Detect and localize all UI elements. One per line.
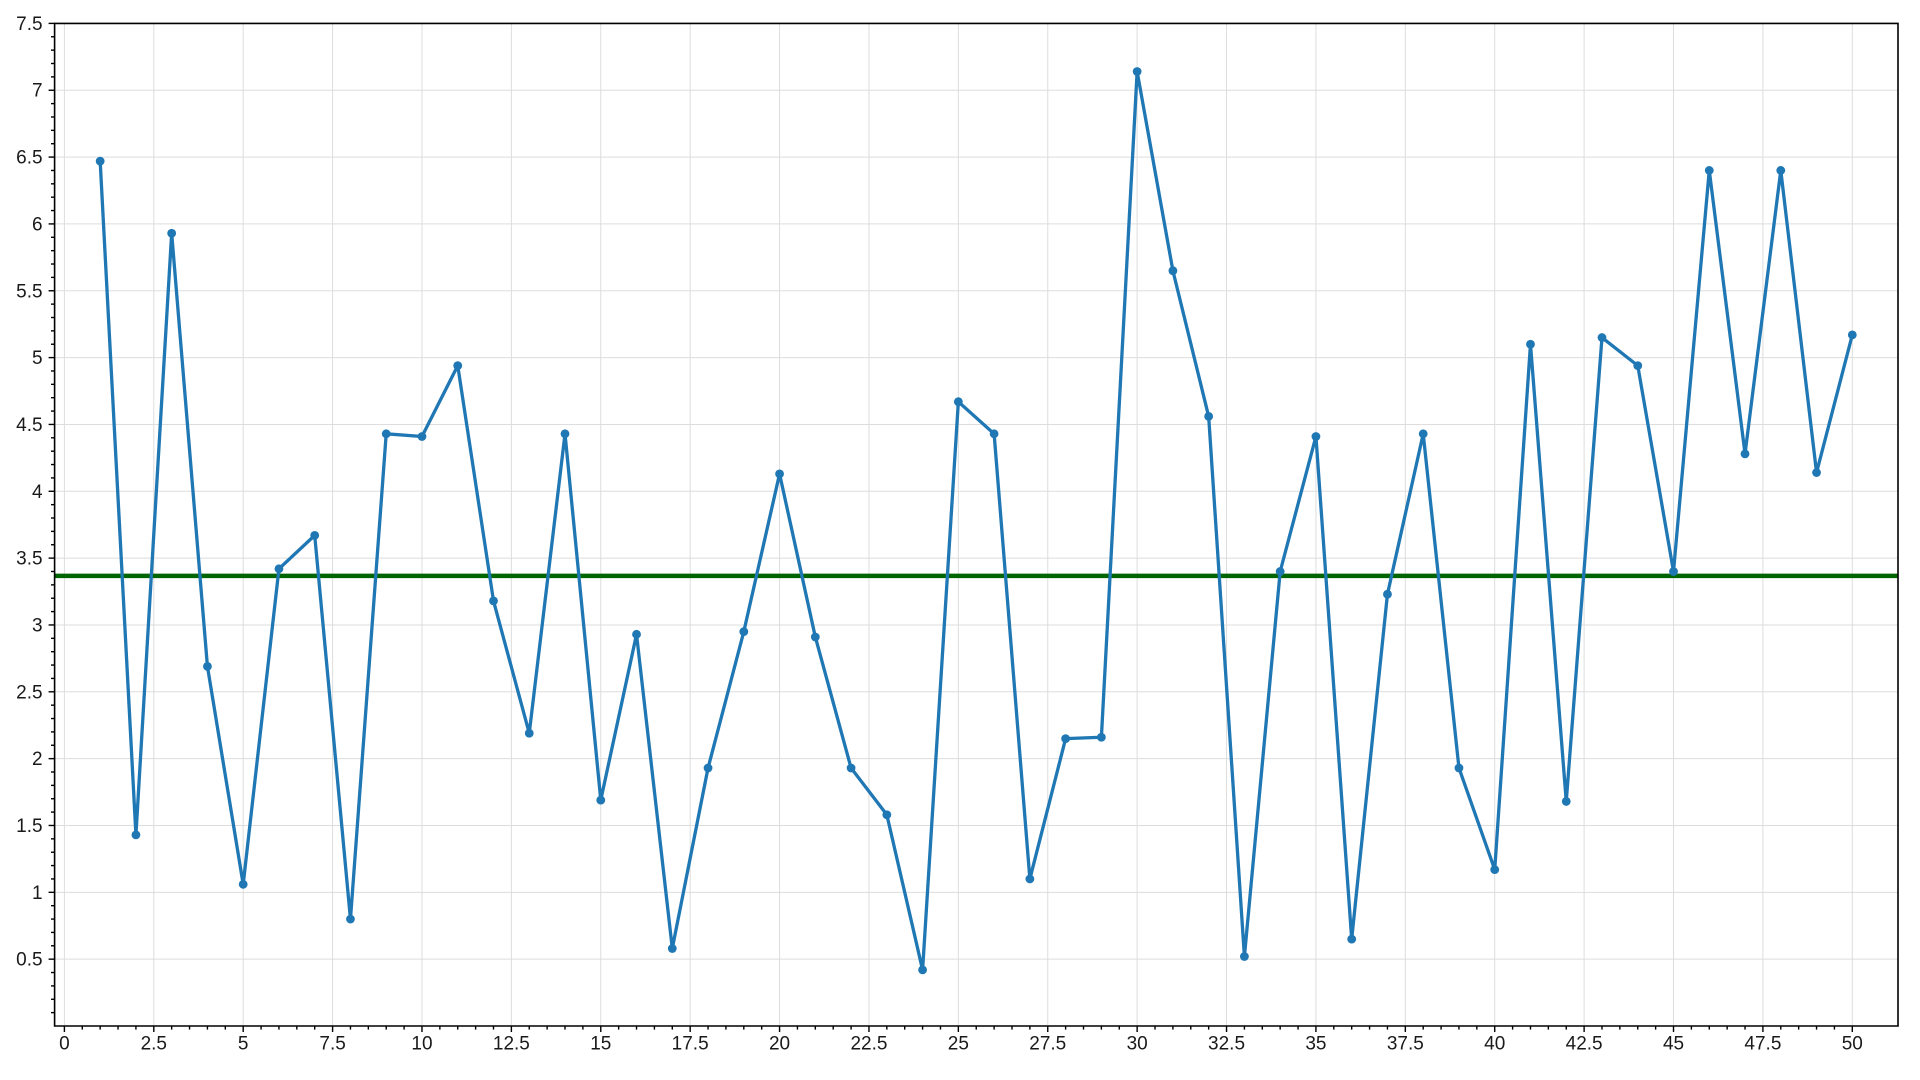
- svg-text:5: 5: [238, 1033, 249, 1054]
- svg-text:5: 5: [32, 348, 43, 369]
- svg-text:45: 45: [1663, 1033, 1684, 1054]
- svg-text:0.5: 0.5: [16, 950, 42, 971]
- svg-text:5.5: 5.5: [16, 281, 42, 302]
- svg-text:2.5: 2.5: [16, 682, 42, 703]
- svg-text:40: 40: [1484, 1033, 1505, 1054]
- svg-text:4: 4: [32, 482, 43, 503]
- svg-text:4.5: 4.5: [16, 415, 42, 436]
- svg-text:12.5: 12.5: [493, 1033, 530, 1054]
- svg-text:22.5: 22.5: [850, 1033, 887, 1054]
- svg-text:2.5: 2.5: [141, 1033, 167, 1054]
- svg-text:1.5: 1.5: [16, 816, 42, 837]
- svg-text:0: 0: [59, 1033, 70, 1054]
- svg-text:50: 50: [1842, 1033, 1863, 1054]
- svg-text:32.5: 32.5: [1208, 1033, 1245, 1054]
- svg-text:6.5: 6.5: [16, 148, 42, 169]
- svg-text:42.5: 42.5: [1566, 1033, 1603, 1054]
- svg-text:1: 1: [32, 883, 43, 904]
- svg-text:6: 6: [32, 214, 43, 235]
- svg-text:7.5: 7.5: [319, 1033, 345, 1054]
- svg-text:35: 35: [1305, 1033, 1326, 1054]
- svg-text:30: 30: [1127, 1033, 1148, 1054]
- svg-text:7.5: 7.5: [16, 14, 42, 35]
- svg-text:15: 15: [590, 1033, 611, 1054]
- svg-text:3: 3: [32, 615, 43, 636]
- svg-text:27.5: 27.5: [1029, 1033, 1066, 1054]
- svg-text:10: 10: [411, 1033, 432, 1054]
- svg-text:7: 7: [32, 81, 43, 102]
- svg-text:2: 2: [32, 749, 43, 770]
- svg-text:47.5: 47.5: [1744, 1033, 1781, 1054]
- svg-text:3.5: 3.5: [16, 549, 42, 570]
- svg-text:25: 25: [948, 1033, 969, 1054]
- svg-text:17.5: 17.5: [672, 1033, 709, 1054]
- svg-text:37.5: 37.5: [1387, 1033, 1424, 1054]
- svg-text:20: 20: [769, 1033, 790, 1054]
